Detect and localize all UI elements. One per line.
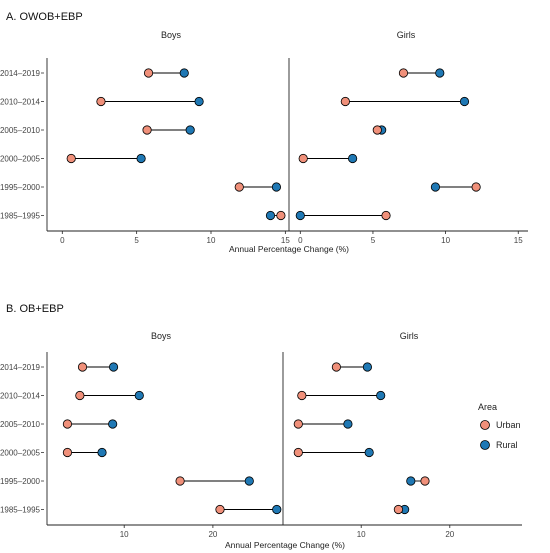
x-tick-label: 20 [445,530,454,539]
urban-point [471,182,481,192]
rural-point [179,68,189,78]
urban-point [398,68,409,78]
panel-girls: 0 5 10 15 [288,58,528,245]
x-tick-label: 15 [514,236,523,245]
category-label: 2000–2005 [0,449,41,458]
panel-b-title: B. OB+EBP [6,303,64,315]
legend-rural-marker [480,440,490,450]
urban-point [96,96,106,107]
rural-point [271,182,282,192]
x-tick-label: 5 [134,236,139,245]
rural-point [343,419,353,429]
panel-a-title: A. OWOB+EBP [6,11,83,23]
x-tick-label: 0 [60,236,65,245]
urban-point [276,210,286,221]
rural-point [348,153,358,164]
panel-boys: 10 20 [46,352,283,539]
rural-point [185,125,195,135]
legend-urban-label: Urban [496,420,521,430]
x-tick-label: 10 [357,530,366,539]
rural-point [362,362,373,372]
urban-point [381,210,391,221]
urban-point [293,447,303,458]
chart-0: 2014–2019 2010–2014 2005–2010 2000–2005 1995… [0,58,528,245]
panel-a-boys-strip: Boys [161,30,182,40]
urban-point [142,125,152,135]
category-label: 2005–2010 [0,126,41,135]
panel-b-xlabel: Annual Percentage Change (%) [225,540,345,550]
rural-point [244,476,254,486]
category-label: 2014–2019 [0,363,41,372]
x-tick-label: 5 [371,236,376,245]
x-tick-label: 10 [441,236,450,245]
panel-boys: 0 5 10 15 [46,58,292,245]
category-label: 1985–1995 [0,212,41,221]
panel-girls: 10 20 [282,352,522,539]
urban-point [372,125,382,135]
urban-point [293,419,303,429]
chart-1: 2014–2019 2010–2014 2005–2010 2000–2005 1995… [0,352,522,539]
rural-point [364,447,374,458]
rural-point [430,182,441,192]
legend: Area Urban Rural [478,402,521,450]
category-label: 1985–1995 [0,506,41,515]
rural-point [376,390,386,401]
rural-point [265,210,276,221]
urban-point [297,390,307,401]
urban-point [77,362,88,372]
category-label: 2010–2014 [0,98,41,107]
rural-point [108,419,118,429]
x-tick-label: 0 [298,236,303,245]
urban-point [175,476,185,486]
rural-point [97,447,107,458]
x-tick-label: 10 [120,530,129,539]
urban-point [234,182,244,192]
rural-point [136,153,146,164]
category-label: 2010–2014 [0,392,41,401]
panel-b-girls-strip: Girls [400,331,419,341]
category-label: 1995–2000 [0,183,41,192]
panel-b-boys-strip: Boys [151,331,172,341]
category-label: 1995–2000 [0,477,41,486]
urban-point [62,447,73,458]
rural-point [295,210,305,221]
category-label: 2005–2010 [0,420,41,429]
rural-point [406,476,416,486]
legend-title: Area [478,402,497,412]
urban-point [66,153,76,164]
urban-point [62,419,73,429]
urban-point [215,504,225,515]
rural-point [435,68,445,78]
x-tick-label: 20 [208,530,217,539]
rural-point [272,504,282,515]
urban-point [143,68,154,78]
rural-point [108,362,119,372]
urban-point [298,153,308,164]
x-tick-label: 10 [207,236,216,245]
rural-point [134,390,144,401]
legend-urban-marker [480,420,490,430]
legend-rural-label: Rural [496,440,518,450]
panel-a-xlabel: Annual Percentage Change (%) [229,244,349,254]
category-label: 2014–2019 [0,69,41,78]
urban-point [340,96,350,107]
urban-point [420,476,430,486]
urban-point [331,362,341,372]
category-label: 2000–2005 [0,155,41,164]
panel-a-girls-strip: Girls [397,30,416,40]
rural-point [459,96,470,107]
plot-area: 2014–2019 2010–2014 2005–2010 2000–2005 1995… [0,58,528,539]
rural-point [194,96,204,107]
urban-point [393,504,404,515]
urban-point [75,390,85,401]
x-tick-label: 15 [281,236,290,245]
